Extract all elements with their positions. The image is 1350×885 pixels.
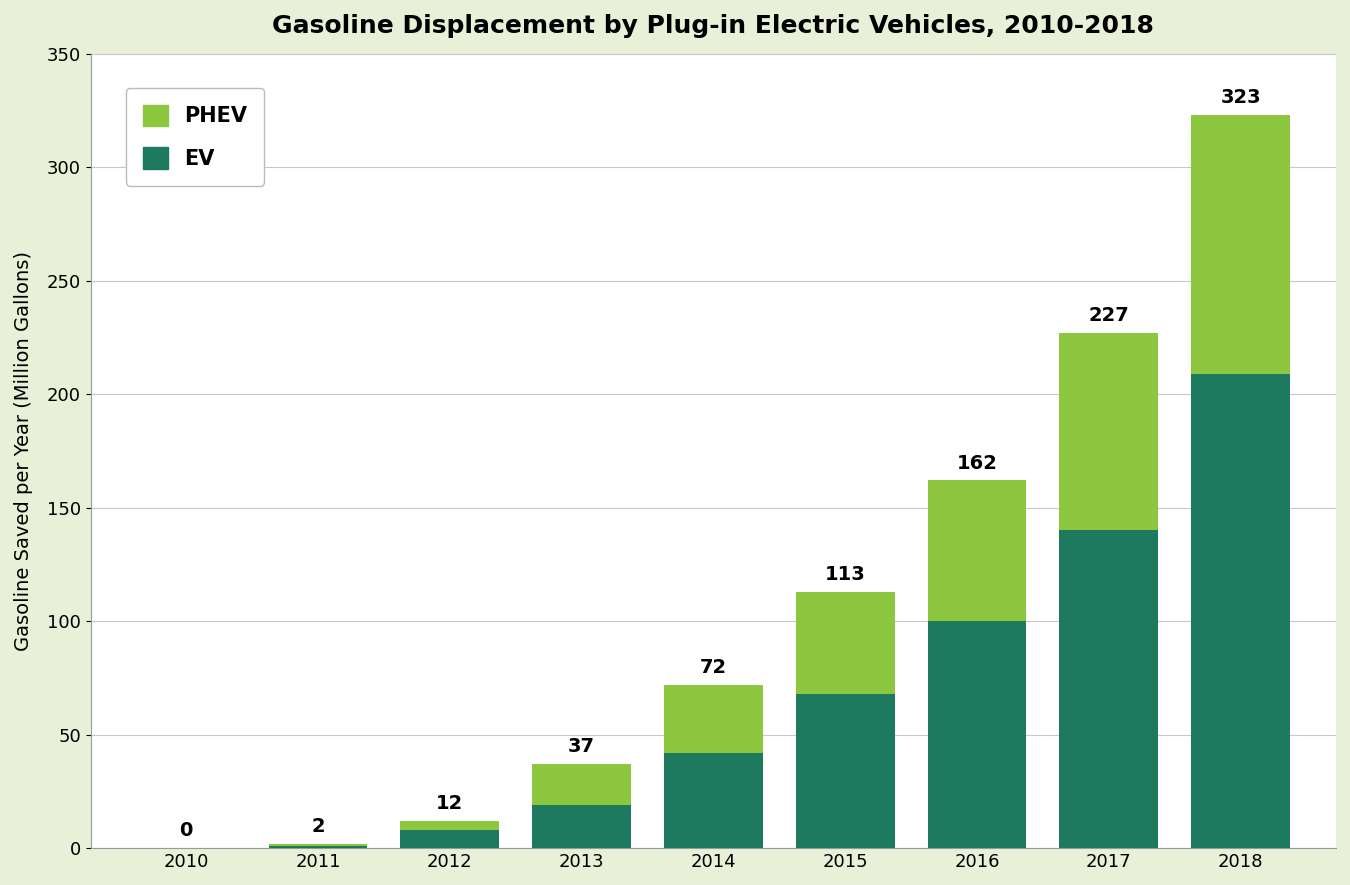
Bar: [532, 765, 630, 805]
Bar: [795, 694, 895, 848]
Bar: [927, 481, 1026, 621]
Title: Gasoline Displacement by Plug-in Electric Vehicles, 2010-2018: Gasoline Displacement by Plug-in Electri…: [273, 14, 1154, 38]
Bar: [1060, 333, 1158, 530]
Bar: [664, 753, 763, 848]
Text: 72: 72: [699, 658, 728, 677]
Bar: [269, 846, 367, 848]
Bar: [532, 805, 630, 848]
Bar: [1191, 115, 1291, 373]
Text: 12: 12: [436, 794, 463, 813]
Text: 37: 37: [568, 737, 595, 757]
Text: 2: 2: [312, 817, 325, 835]
Bar: [401, 830, 500, 848]
Legend: PHEV, EV: PHEV, EV: [126, 88, 265, 186]
Text: 227: 227: [1088, 306, 1129, 325]
Text: 162: 162: [957, 453, 998, 473]
Bar: [1060, 530, 1158, 848]
Text: 323: 323: [1220, 88, 1261, 107]
Bar: [1191, 373, 1291, 848]
Y-axis label: Gasoline Saved per Year (Million Gallons): Gasoline Saved per Year (Million Gallons…: [14, 251, 32, 651]
Bar: [927, 621, 1026, 848]
Bar: [401, 821, 500, 830]
Text: 0: 0: [180, 821, 193, 840]
Bar: [269, 843, 367, 846]
Text: 113: 113: [825, 565, 865, 584]
Bar: [664, 685, 763, 753]
Bar: [795, 592, 895, 694]
